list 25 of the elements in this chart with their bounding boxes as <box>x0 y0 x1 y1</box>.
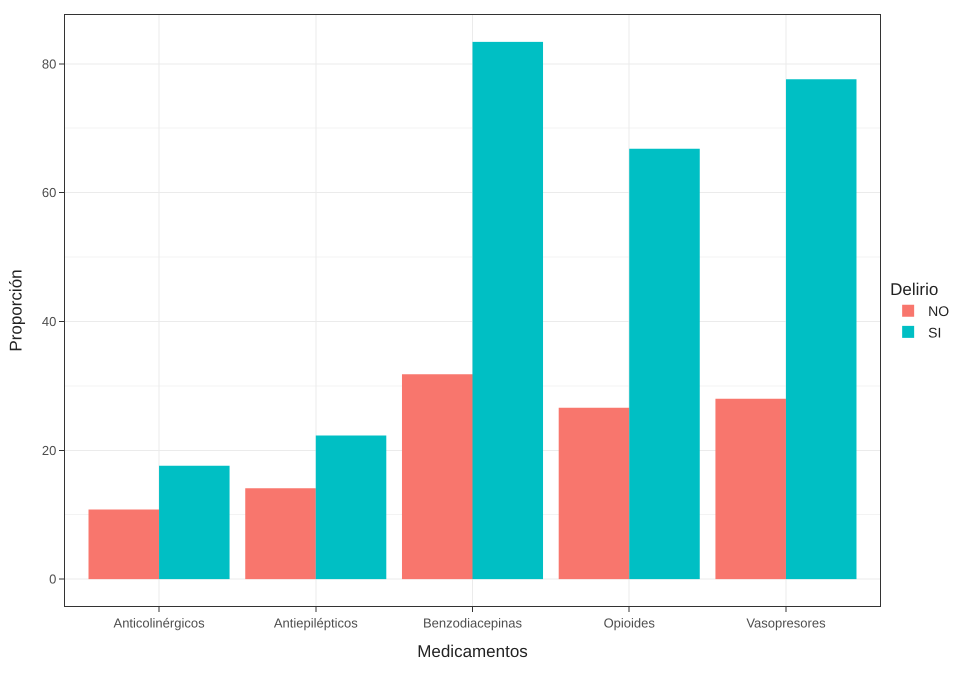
y-axis-title: Proporción <box>6 269 26 352</box>
bar <box>472 42 544 580</box>
bar <box>316 435 386 580</box>
bar <box>558 408 630 580</box>
x-tick-label: Opioides <box>604 616 656 631</box>
bar <box>629 148 700 580</box>
y-tick-label: 60 <box>42 185 56 200</box>
bar <box>715 398 786 580</box>
bar <box>402 374 472 580</box>
legend-title: Delirio <box>890 280 938 300</box>
y-tick-label: 80 <box>42 56 56 72</box>
y-tick-label: 20 <box>42 442 56 458</box>
bar <box>159 466 230 580</box>
bar <box>88 510 160 580</box>
y-tick-label: 0 <box>49 572 56 587</box>
legend-label: NO <box>928 303 950 320</box>
x-tick-label: Benzodiacepinas <box>422 616 522 631</box>
y-tick-label: 40 <box>42 314 56 329</box>
x-tick-label: Antiepilépticos <box>274 616 358 631</box>
x-axis-title: Medicamentos <box>417 642 528 661</box>
x-tick-label: Anticolinérgicos <box>114 616 206 631</box>
x-tick-label: Vasopresores <box>746 616 826 631</box>
legend-label: SI <box>928 324 942 340</box>
bar <box>786 79 856 580</box>
bar <box>245 488 316 580</box>
